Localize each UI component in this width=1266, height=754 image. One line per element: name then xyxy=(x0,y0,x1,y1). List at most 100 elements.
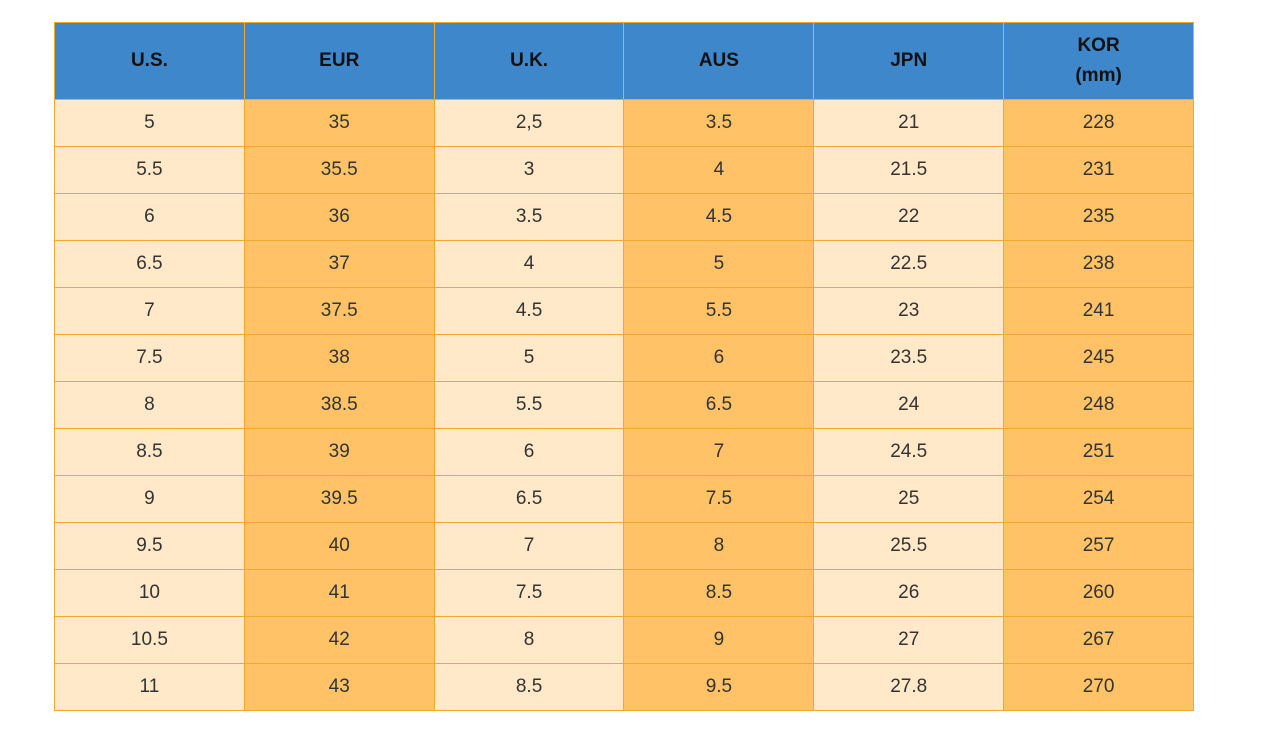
table-cell: 241 xyxy=(1003,287,1194,335)
table-cell: 43 xyxy=(243,663,435,711)
table-cell: 6.5 xyxy=(54,240,245,288)
table-cell: 6.5 xyxy=(623,381,815,429)
table-cell: 26 xyxy=(813,569,1005,617)
table-cell: 4.5 xyxy=(623,193,815,241)
table-cell: 9.5 xyxy=(54,522,245,570)
table-cell: 25.5 xyxy=(813,522,1005,570)
size-table: U.S. EUR U.K. AUS JPN KOR (mm) 5 35 2,5 3.5 21 228… xyxy=(54,22,1194,711)
table-cell: 7 xyxy=(623,428,815,476)
table-cell: 7 xyxy=(433,522,625,570)
header-cell: JPN xyxy=(813,22,1005,100)
table-row: 10.5 42 8 9 27 267 xyxy=(54,616,1194,664)
table-cell: 21.5 xyxy=(813,146,1005,194)
table-cell: 22 xyxy=(813,193,1005,241)
table-cell: 8.5 xyxy=(54,428,245,476)
table-cell: 4 xyxy=(433,240,625,288)
table-cell: 6 xyxy=(54,193,245,241)
table-cell: 7.5 xyxy=(433,569,625,617)
table-cell: 21 xyxy=(813,99,1005,147)
table-row: 7 37.5 4.5 5.5 23 241 xyxy=(54,287,1194,335)
table-cell: 6 xyxy=(433,428,625,476)
table-cell: 254 xyxy=(1003,475,1194,523)
table-cell: 4 xyxy=(623,146,815,194)
table-header: U.S. EUR U.K. AUS JPN KOR (mm) xyxy=(54,22,1194,100)
table-cell: 9 xyxy=(54,475,245,523)
header-cell: KOR (mm) xyxy=(1003,22,1194,100)
table-cell: 39 xyxy=(243,428,435,476)
table-cell: 9 xyxy=(623,616,815,664)
table-cell: 37.5 xyxy=(243,287,435,335)
table-cell: 6.5 xyxy=(433,475,625,523)
table-cell: 8 xyxy=(54,381,245,429)
table-cell: 36 xyxy=(243,193,435,241)
table-cell: 3 xyxy=(433,146,625,194)
header-cell: U.K. xyxy=(433,22,625,100)
table-row: 6.5 37 4 5 22.5 238 xyxy=(54,240,1194,288)
table-row: 6 36 3.5 4.5 22 235 xyxy=(54,193,1194,241)
table-cell: 8.5 xyxy=(623,569,815,617)
table-cell: 8 xyxy=(623,522,815,570)
table-cell: 35.5 xyxy=(243,146,435,194)
table-cell: 5 xyxy=(433,334,625,382)
table-cell: 235 xyxy=(1003,193,1194,241)
table-cell: 35 xyxy=(243,99,435,147)
table-row: 10 41 7.5 8.5 26 260 xyxy=(54,569,1194,617)
table-cell: 251 xyxy=(1003,428,1194,476)
table-cell: 257 xyxy=(1003,522,1194,570)
table-row: 5.5 35.5 3 4 21.5 231 xyxy=(54,146,1194,194)
table-cell: 9.5 xyxy=(623,663,815,711)
table-row: 5 35 2,5 3.5 21 228 xyxy=(54,99,1194,147)
table-cell: 23 xyxy=(813,287,1005,335)
table-cell: 3.5 xyxy=(433,193,625,241)
table-cell: 7.5 xyxy=(623,475,815,523)
table-cell: 5.5 xyxy=(54,146,245,194)
table-cell: 38 xyxy=(243,334,435,382)
table-cell: 8.5 xyxy=(433,663,625,711)
table-body: 5 35 2,5 3.5 21 228 5.5 35.5 3 4 21.5 231 6 36 3.5 4.5 2… xyxy=(54,99,1194,711)
table-cell: 238 xyxy=(1003,240,1194,288)
table-cell: 231 xyxy=(1003,146,1194,194)
table-cell: 267 xyxy=(1003,616,1194,664)
table-cell: 3.5 xyxy=(623,99,815,147)
table-cell: 24 xyxy=(813,381,1005,429)
table-cell: 8 xyxy=(433,616,625,664)
table-cell: 260 xyxy=(1003,569,1194,617)
table-cell: 27 xyxy=(813,616,1005,664)
table-cell: 270 xyxy=(1003,663,1194,711)
table-cell: 27.8 xyxy=(813,663,1005,711)
table-cell: 5 xyxy=(54,99,245,147)
table-cell: 22.5 xyxy=(813,240,1005,288)
table-cell: 10.5 xyxy=(54,616,245,664)
table-cell: 25 xyxy=(813,475,1005,523)
table-cell: 7.5 xyxy=(54,334,245,382)
header-cell: EUR xyxy=(243,22,435,100)
table-cell: 7 xyxy=(54,287,245,335)
table-cell: 4.5 xyxy=(433,287,625,335)
header-cell: U.S. xyxy=(54,22,245,100)
table-row: 7.5 38 5 6 23.5 245 xyxy=(54,334,1194,382)
table-cell: 24.5 xyxy=(813,428,1005,476)
table-cell: 5.5 xyxy=(623,287,815,335)
header-cell: AUS xyxy=(623,22,815,100)
table-cell: 228 xyxy=(1003,99,1194,147)
table-cell: 42 xyxy=(243,616,435,664)
table-row: 11 43 8.5 9.5 27.8 270 xyxy=(54,663,1194,711)
table-cell: 11 xyxy=(54,663,245,711)
table-cell: 245 xyxy=(1003,334,1194,382)
table-cell: 6 xyxy=(623,334,815,382)
table-cell: 23.5 xyxy=(813,334,1005,382)
table-cell: 41 xyxy=(243,569,435,617)
table-cell: 37 xyxy=(243,240,435,288)
table-row: 9 39.5 6.5 7.5 25 254 xyxy=(54,475,1194,523)
table-row: 8 38.5 5.5 6.5 24 248 xyxy=(54,381,1194,429)
table-row: 9.5 40 7 8 25.5 257 xyxy=(54,522,1194,570)
table-cell: 5.5 xyxy=(433,381,625,429)
table-row: 8.5 39 6 7 24.5 251 xyxy=(54,428,1194,476)
table-cell: 5 xyxy=(623,240,815,288)
table-cell: 40 xyxy=(243,522,435,570)
table-cell: 10 xyxy=(54,569,245,617)
table-cell: 38.5 xyxy=(243,381,435,429)
table-cell: 2,5 xyxy=(433,99,625,147)
table-cell: 39.5 xyxy=(243,475,435,523)
